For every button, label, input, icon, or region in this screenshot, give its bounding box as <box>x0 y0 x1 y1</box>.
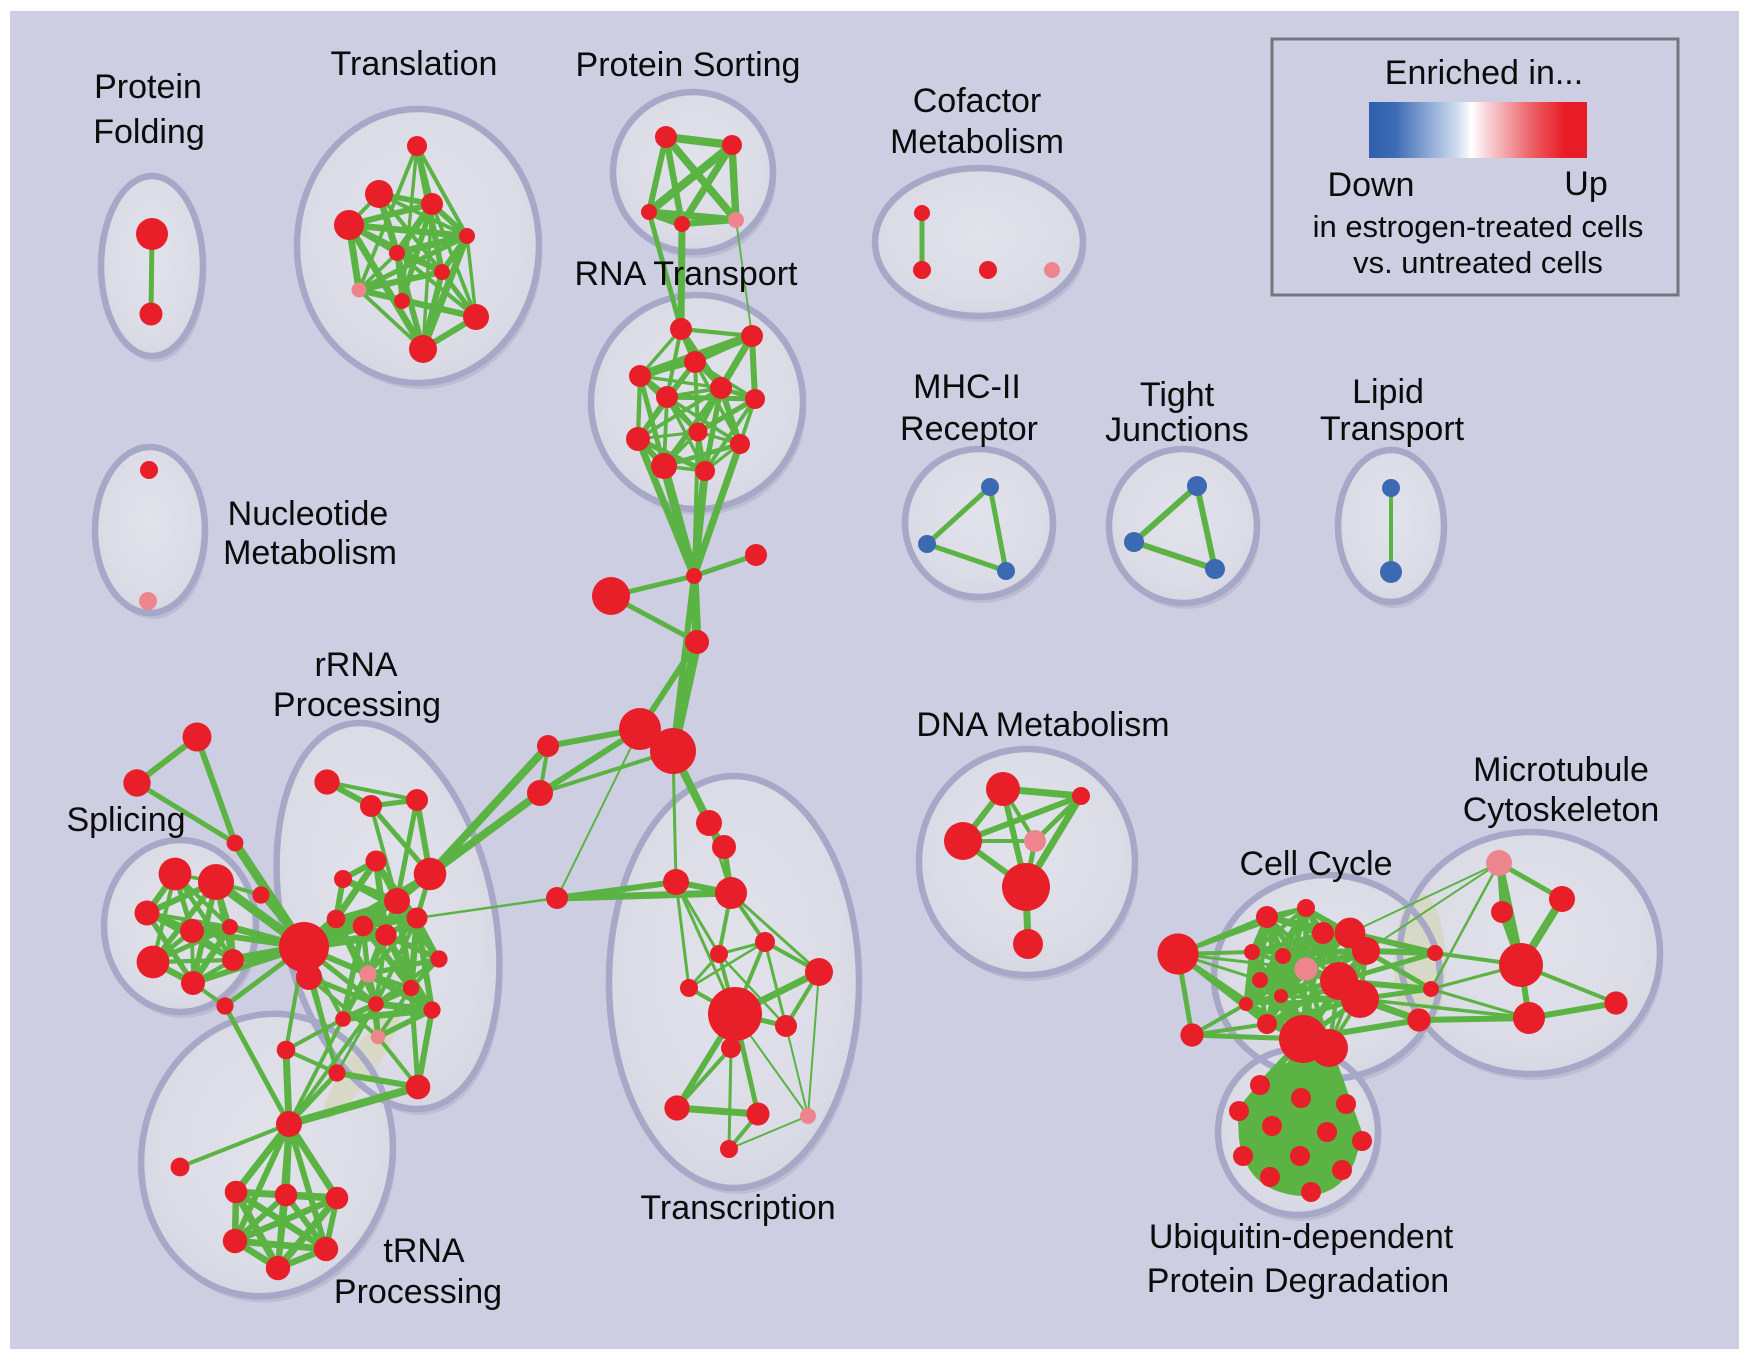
svg-text:Transport: Transport <box>1320 410 1465 448</box>
svg-text:Ubiquitin-dependent: Ubiquitin-dependent <box>1149 1218 1454 1256</box>
svg-text:Receptor: Receptor <box>900 410 1038 448</box>
svg-text:tRNA: tRNA <box>383 1232 465 1270</box>
svg-text:Folding: Folding <box>93 113 205 151</box>
svg-text:Processing: Processing <box>273 686 441 724</box>
svg-text:rRNA: rRNA <box>314 646 397 684</box>
svg-text:Down: Down <box>1328 166 1415 204</box>
svg-text:Protein Degradation: Protein Degradation <box>1147 1262 1449 1300</box>
svg-text:MHC-II: MHC-II <box>913 368 1021 406</box>
svg-text:in estrogen-treated cells: in estrogen-treated cells <box>1313 209 1644 244</box>
svg-text:Protein Sorting: Protein Sorting <box>576 46 801 84</box>
svg-text:Tight: Tight <box>1140 376 1215 414</box>
svg-text:Junctions: Junctions <box>1105 411 1249 449</box>
svg-text:Processing: Processing <box>334 1273 502 1311</box>
svg-text:Cell Cycle: Cell Cycle <box>1239 845 1392 883</box>
svg-text:Metabolism: Metabolism <box>223 534 397 572</box>
svg-text:DNA Metabolism: DNA Metabolism <box>916 706 1169 744</box>
svg-text:Metabolism: Metabolism <box>890 123 1064 161</box>
svg-text:Cofactor: Cofactor <box>913 82 1042 120</box>
svg-text:Enriched in...: Enriched in... <box>1385 54 1583 92</box>
svg-text:Protein: Protein <box>94 68 202 106</box>
svg-text:Nucleotide: Nucleotide <box>228 495 389 533</box>
svg-text:Splicing: Splicing <box>66 801 185 839</box>
svg-text:Microtubule: Microtubule <box>1473 751 1649 789</box>
svg-text:Translation: Translation <box>331 45 498 83</box>
svg-text:vs. untreated cells: vs. untreated cells <box>1353 245 1603 280</box>
svg-text:Lipid: Lipid <box>1352 373 1424 411</box>
svg-text:Cytoskeleton: Cytoskeleton <box>1463 791 1660 829</box>
svg-text:Up: Up <box>1564 165 1607 203</box>
svg-text:Transcription: Transcription <box>640 1189 835 1227</box>
svg-text:RNA Transport: RNA Transport <box>575 255 799 293</box>
